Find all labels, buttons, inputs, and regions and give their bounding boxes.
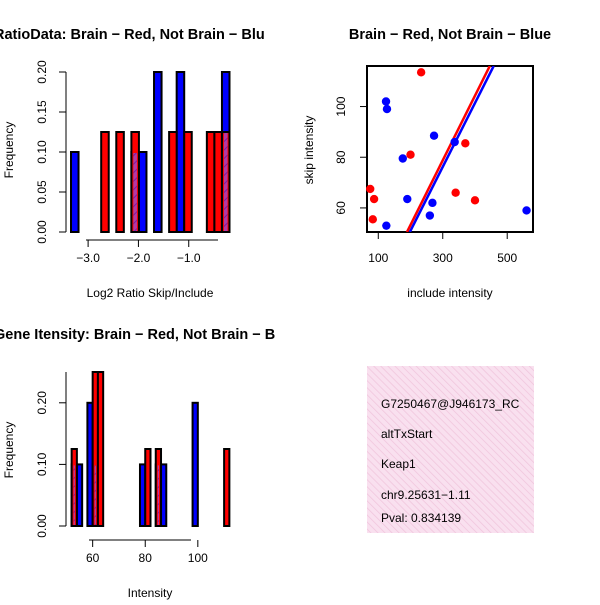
event-type-text: altTxStart xyxy=(381,427,433,441)
x-tick-label: 60 xyxy=(86,551,100,565)
x-tick-label: 300 xyxy=(433,251,453,265)
gene-intensity-histogram-y-label: Frequency xyxy=(2,422,16,479)
not-brain-bar xyxy=(137,151,148,233)
event-info-background xyxy=(367,366,534,533)
intensity-scatter-x-ticks: 100 300 500 xyxy=(368,232,518,265)
scatter-point xyxy=(416,68,426,77)
brain-bar xyxy=(115,131,125,233)
brain-bar xyxy=(168,131,178,233)
y-tick-label: 0.10 xyxy=(35,140,49,164)
intensity-scatter-y-label: skip intensity xyxy=(302,116,316,185)
y-tick-label: 0.15 xyxy=(35,100,49,124)
gene-intensity-histogram-y-ticks: 0.00 0.10 0.20 xyxy=(35,391,66,538)
intensity-scatter-title: Brain − Red, Not Brain − Blue xyxy=(349,27,551,43)
scatter-point xyxy=(451,188,460,197)
y-tick-label: 0.10 xyxy=(35,452,49,476)
scatter-point xyxy=(470,196,480,205)
not-brain-bar xyxy=(191,401,199,527)
gene-name-text: Keap1 xyxy=(381,457,416,471)
scatter-point xyxy=(461,139,470,148)
scatter-point xyxy=(382,104,392,114)
scatter-point xyxy=(428,198,437,208)
scatter-point xyxy=(382,221,391,230)
overlap-bar xyxy=(133,153,137,231)
ratio-histogram: RatioData: Brain − Red, Not Brain − Blu … xyxy=(0,27,265,300)
brain-bar xyxy=(223,448,231,527)
y-tick-label: 0.20 xyxy=(35,60,49,84)
gene-intensity-histogram-x-label: Intensity xyxy=(128,586,173,600)
y-tick-label: 100 xyxy=(334,96,348,116)
fit-line xyxy=(405,66,491,232)
x-tick-label: −2.0 xyxy=(127,251,151,265)
overlap-bar xyxy=(94,465,96,525)
x-tick-label: 100 xyxy=(188,551,208,565)
fit-line xyxy=(408,66,495,232)
intensity-scatter-fit-lines xyxy=(405,66,495,232)
scatter-point xyxy=(369,194,379,204)
location-text: chr9.25631−1.11 xyxy=(381,488,471,502)
brain-bar xyxy=(100,131,110,233)
scatter-point xyxy=(366,184,375,194)
intensity-scatter-plot-box xyxy=(366,65,534,233)
gene-intensity-histogram: Gene Itensity: Brain − Red, Not Brain − … xyxy=(0,327,275,600)
intensity-scatter-y-ticks: 60 80 100 xyxy=(334,96,367,215)
scatter-point xyxy=(522,206,531,215)
brain-bar xyxy=(144,448,152,527)
x-tick-label: 500 xyxy=(497,251,517,265)
ratio-histogram-x-ticks: −3.0 −2.0 −1.0 xyxy=(76,240,201,265)
scatter-point xyxy=(406,150,415,159)
gene-intensity-histogram-bars xyxy=(70,371,231,527)
y-tick-label: 0.00 xyxy=(35,220,49,244)
intensity-scatter: Brain − Red, Not Brain − Blue 60 80 100 10… xyxy=(302,27,551,300)
brain-bar xyxy=(205,131,216,233)
y-tick-label: 0.05 xyxy=(35,180,49,204)
scatter-point xyxy=(429,131,439,140)
x-tick-label: −1.0 xyxy=(177,251,201,265)
scatter-point xyxy=(368,215,378,224)
not-brain-bar xyxy=(70,151,80,233)
intensity-scatter-x-label: include intensity xyxy=(407,286,492,300)
x-tick-label: 80 xyxy=(139,551,153,565)
overlap-bar xyxy=(73,465,75,525)
x-tick-label: −3.0 xyxy=(76,251,100,265)
overlap-bar xyxy=(223,133,228,231)
x-tick-label: 100 xyxy=(368,251,388,265)
scatter-point xyxy=(425,211,435,220)
y-tick-label: 80 xyxy=(334,150,348,164)
ratio-histogram-x-label: Log2 Ratio Skip/Include xyxy=(87,286,214,300)
scatter-point xyxy=(450,137,459,147)
gene-intensity-histogram-title: Gene Itensity: Brain − Red, Not Brain − … xyxy=(0,327,275,343)
event-id-text: G7250467@J946173_RC xyxy=(381,397,520,411)
scatter-point xyxy=(381,97,391,106)
not-brain-bar xyxy=(175,71,186,233)
scatter-point xyxy=(398,154,407,163)
ratio-histogram-bars xyxy=(70,71,231,233)
brain-bar xyxy=(96,371,105,527)
ratio-histogram-y-label: Frequency xyxy=(2,122,16,179)
brain-bar xyxy=(213,131,223,233)
intensity-scatter-points xyxy=(366,68,531,230)
not-brain-bar xyxy=(153,71,163,233)
scatter-point xyxy=(403,194,412,204)
event-info-box: G7250467@J946173_RC altTxStart Keap1 chr… xyxy=(367,366,534,533)
overlap-bar xyxy=(157,465,160,525)
ratio-histogram-title: RatioData: Brain − Red, Not Brain − Blu xyxy=(0,27,265,43)
y-tick-label: 0.00 xyxy=(35,514,49,538)
ratio-histogram-y-ticks: 0.00 0.05 0.10 0.15 0.20 xyxy=(35,60,66,244)
y-tick-label: 60 xyxy=(334,201,348,215)
brain-bar xyxy=(183,131,193,233)
y-tick-label: 0.20 xyxy=(35,391,49,415)
pval-text: Pval: 0.834139 xyxy=(381,511,461,525)
gene-intensity-histogram-x-ticks: 60 80 100 xyxy=(86,540,208,565)
